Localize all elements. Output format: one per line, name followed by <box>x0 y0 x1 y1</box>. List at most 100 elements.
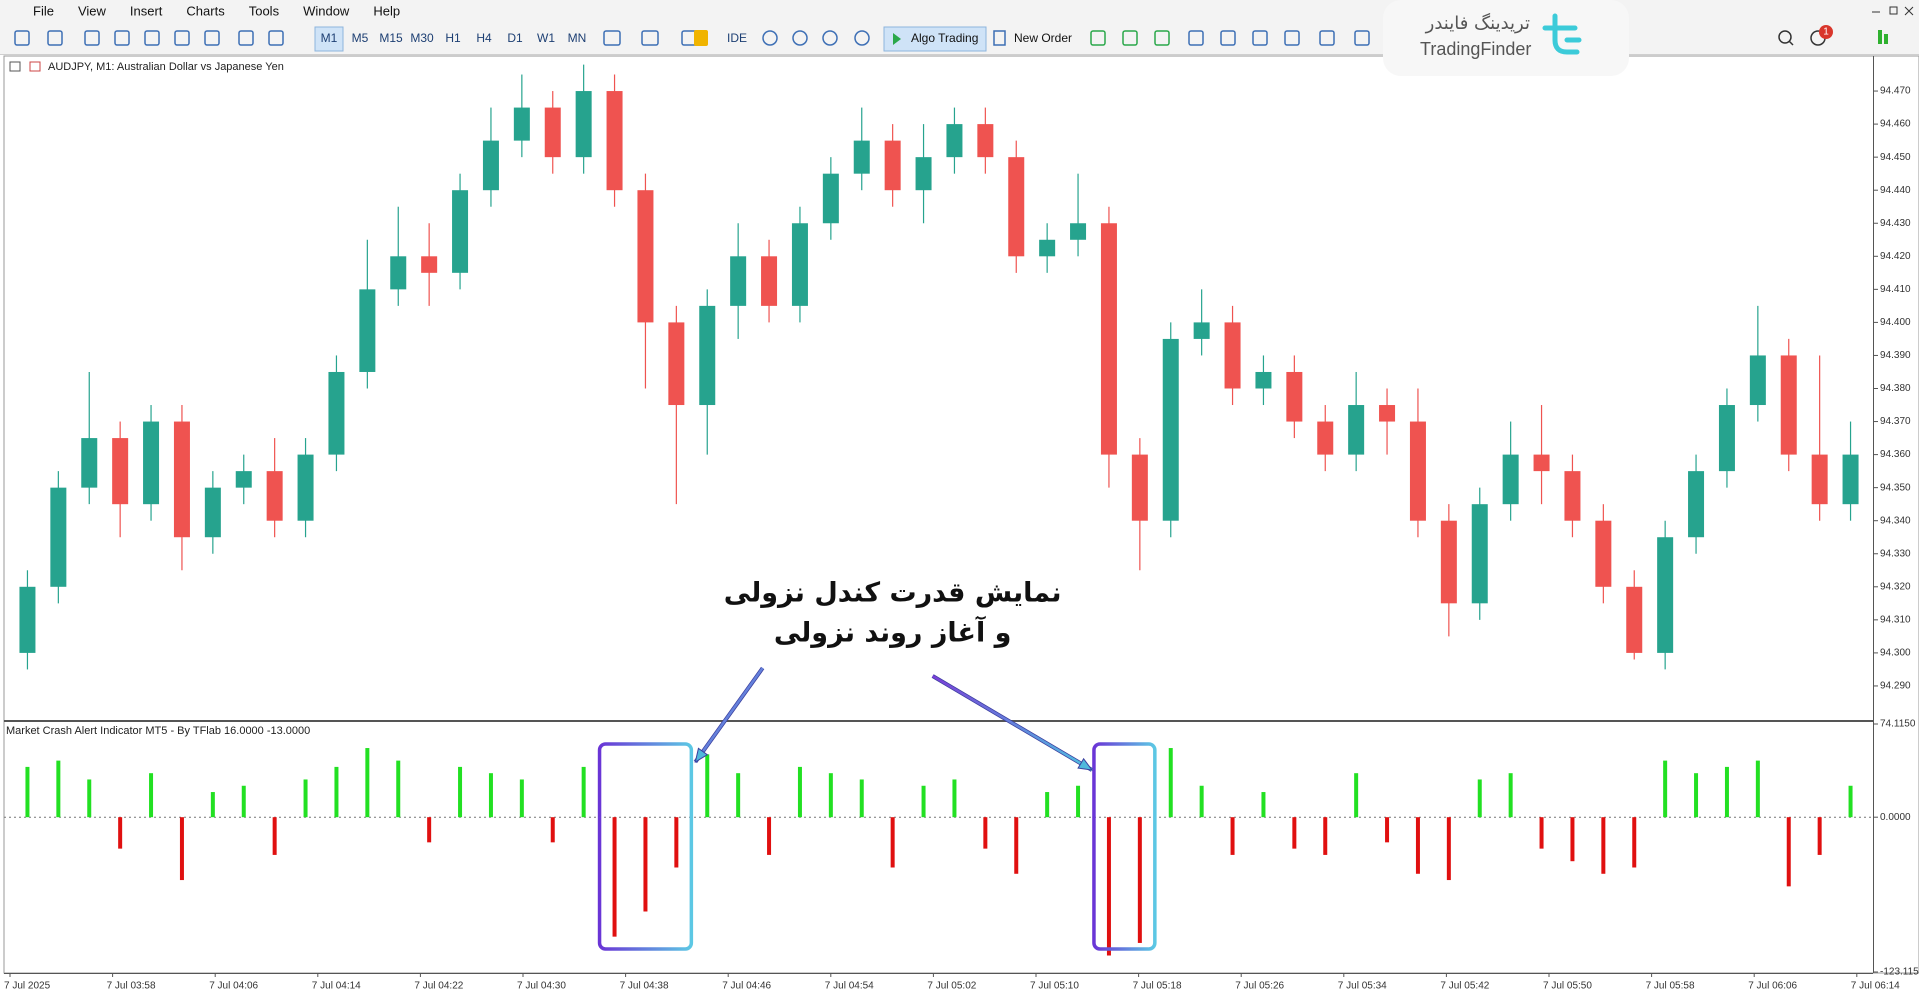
x-tick-label: 7 Jul 06:06 <box>1748 981 1797 992</box>
algo-trading-button[interactable]: Algo Trading <box>911 31 978 45</box>
notification-badge <box>1819 25 1833 39</box>
close[interactable] <box>1904 6 1914 16</box>
histogram-bar <box>1199 785 1204 818</box>
tool-icon[interactable] <box>1154 30 1170 46</box>
indicator-title: Market Crash Alert Indicator MT5 - By TF… <box>6 725 310 737</box>
histogram-bar <box>458 766 463 818</box>
tool-icon[interactable] <box>762 30 778 46</box>
candle-body <box>1749 355 1766 406</box>
x-tick-label: 7 Jul 05:58 <box>1646 981 1695 992</box>
candle-body <box>915 157 932 191</box>
tool-icon[interactable] <box>238 30 254 46</box>
y-tick-label: 94.310 <box>1880 614 1911 625</box>
tool-icon[interactable] <box>174 30 190 46</box>
timeframe-button[interactable]: MN <box>568 31 587 45</box>
menu-item[interactable]: Tools <box>249 3 280 18</box>
timeframe-button[interactable]: D1 <box>507 31 523 45</box>
tool-icon[interactable] <box>268 30 284 46</box>
histogram-bar <box>859 779 864 818</box>
histogram-bar <box>1261 792 1266 818</box>
candle-body <box>173 421 190 538</box>
x-tick-label: 7 Jul 05:34 <box>1338 981 1387 992</box>
histogram-bar <box>1230 817 1235 855</box>
candle-body <box>421 256 438 273</box>
algo-trading-bg[interactable] <box>883 26 987 52</box>
histogram-bar <box>365 748 370 818</box>
histogram-bar <box>1045 792 1050 818</box>
x-tick-label: 7 Jul 04:54 <box>825 981 874 992</box>
histogram-bar <box>1168 748 1173 818</box>
tool-icon[interactable] <box>822 30 838 46</box>
tool-icon[interactable] <box>1188 30 1204 46</box>
histogram-bar <box>179 817 184 881</box>
timeframe-button[interactable]: H4 <box>476 31 492 45</box>
highlight-box <box>1092 742 1157 951</box>
tool-icon[interactable] <box>1252 30 1268 46</box>
search-icon[interactable] <box>1778 30 1792 44</box>
histogram-bar <box>1076 785 1081 818</box>
timeframe-button[interactable]: H1 <box>445 31 461 45</box>
histogram-bar <box>210 792 215 818</box>
histogram-bar <box>1848 785 1853 818</box>
candle-body <box>1440 520 1457 604</box>
tool-icon[interactable] <box>1354 30 1370 46</box>
candle-body <box>112 438 129 505</box>
tool-icon[interactable] <box>1319 30 1335 46</box>
histogram-bar <box>921 785 926 818</box>
x-tick-label: 7 Jul 05:26 <box>1235 981 1284 992</box>
timeframe-button[interactable]: M1 <box>321 31 338 45</box>
tool-icon[interactable] <box>603 30 621 46</box>
window-controls[interactable] <box>1872 6 1914 16</box>
tool-icon[interactable] <box>14 30 30 46</box>
chart-icon <box>29 61 41 72</box>
candle-body <box>1348 405 1365 455</box>
signal-icon <box>1878 30 1882 44</box>
tool-icon[interactable] <box>1122 30 1138 46</box>
tool-icon[interactable] <box>1090 30 1106 46</box>
candle-body <box>359 289 376 372</box>
menu-item[interactable]: Window <box>303 3 350 18</box>
y-tick-label: 94.330 <box>1880 548 1911 559</box>
tool-icon[interactable] <box>84 30 100 46</box>
candle-body <box>1131 454 1148 521</box>
histogram-bar <box>1137 817 1142 943</box>
menu-item[interactable]: File <box>33 3 54 18</box>
candle-body <box>730 256 747 306</box>
menu-item[interactable]: View <box>78 3 107 18</box>
tool-icon[interactable] <box>854 30 870 46</box>
y-tick-label: 94.360 <box>1880 449 1911 460</box>
tool-icon[interactable] <box>114 30 130 46</box>
arrow-head <box>694 747 709 764</box>
new-order-button[interactable]: New Order <box>1014 31 1072 45</box>
tool-icon[interactable] <box>1220 30 1236 46</box>
tool-icon[interactable] <box>641 30 659 46</box>
timeframe-button[interactable]: W1 <box>537 31 555 45</box>
y-tick-label: 94.460 <box>1880 119 1911 130</box>
tool-icon[interactable] <box>144 30 160 46</box>
tool-icon[interactable] <box>792 30 808 46</box>
x-tick-label: 7 Jul 03:58 <box>107 981 156 992</box>
restore[interactable] <box>1889 6 1898 15</box>
candle-body <box>1657 537 1674 653</box>
tool-icon[interactable] <box>204 30 220 46</box>
menu-item[interactable]: Charts <box>186 3 225 18</box>
tool-icon[interactable] <box>47 30 63 46</box>
candle-body <box>791 223 808 306</box>
histogram-bar <box>118 817 123 849</box>
histogram-bar <box>674 817 679 868</box>
candle-body <box>513 107 530 141</box>
ide-button[interactable]: IDE <box>727 31 747 45</box>
histogram-bar <box>797 766 802 818</box>
candle-body <box>1842 454 1859 505</box>
tool-icon[interactable] <box>694 30 708 46</box>
timeframe-button[interactable]: M5 <box>352 31 369 45</box>
candle-body <box>1162 338 1179 521</box>
timeframe-button[interactable]: M30 <box>410 31 434 45</box>
timeframe-button[interactable]: M15 <box>379 31 403 45</box>
y-tick-label: 94.300 <box>1880 648 1911 659</box>
logo-en: TradingFinder <box>1420 39 1531 59</box>
menu-item[interactable]: Help <box>373 3 400 18</box>
tool-icon[interactable] <box>1284 30 1300 46</box>
menu-item[interactable]: Insert <box>130 3 163 18</box>
histogram-bar <box>1415 817 1420 874</box>
